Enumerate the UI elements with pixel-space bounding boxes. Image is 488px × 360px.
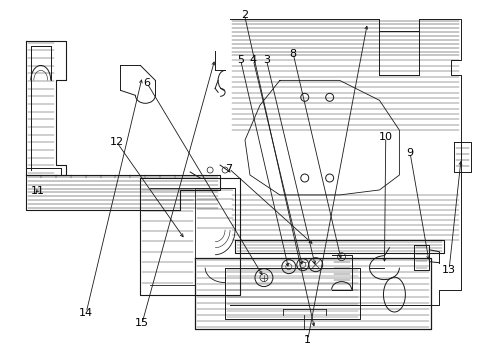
Text: 14: 14 xyxy=(79,308,93,318)
Text: 1: 1 xyxy=(304,334,311,345)
Text: 8: 8 xyxy=(289,49,296,59)
Text: 10: 10 xyxy=(378,132,392,142)
Text: 13: 13 xyxy=(441,265,455,275)
Text: 2: 2 xyxy=(241,10,247,20)
Text: 3: 3 xyxy=(263,55,269,65)
Text: 6: 6 xyxy=(143,78,150,88)
Text: 5: 5 xyxy=(237,55,244,65)
Text: 4: 4 xyxy=(249,55,256,65)
Text: 7: 7 xyxy=(225,163,232,174)
Text: 15: 15 xyxy=(135,318,149,328)
Text: 11: 11 xyxy=(30,186,44,196)
Text: 12: 12 xyxy=(110,138,123,147)
Text: 9: 9 xyxy=(406,148,413,158)
